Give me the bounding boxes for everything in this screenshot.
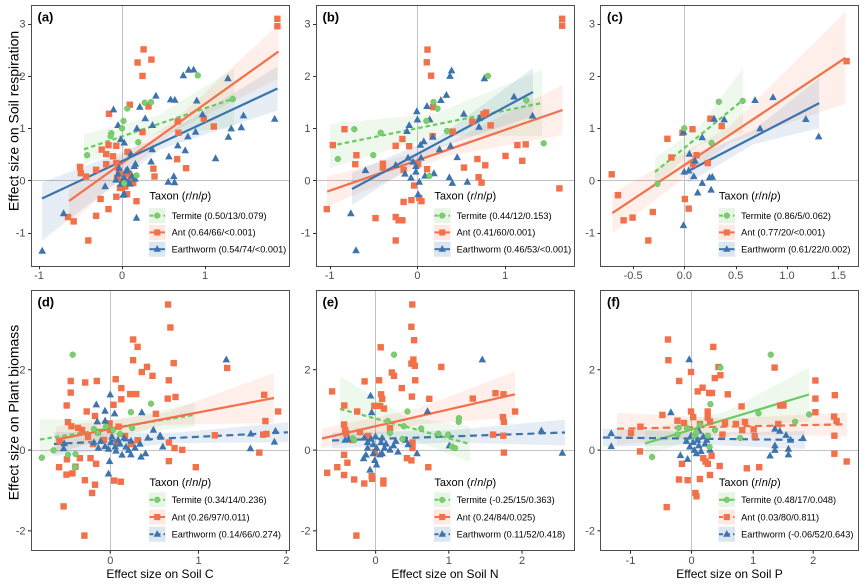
svg-text:Termite (0.34/14/0.236): Termite (0.34/14/0.236) [172,495,267,505]
svg-text:Earthworm (-0.06/52/0.643): Earthworm (-0.06/52/0.643) [741,530,853,540]
svg-text:Ant (0.64/66/<0.001): Ant (0.64/66/<0.001) [172,228,256,238]
svg-text:Taxon (r/n/p): Taxon (r/n/p) [149,477,211,489]
svg-text:(c): (c) [607,10,623,25]
svg-text:1: 1 [750,555,756,567]
svg-text:0.0: 0.0 [677,270,692,282]
svg-text:Effect size on Plant biomass: Effect size on Plant biomass [6,325,22,501]
svg-text:1: 1 [502,270,508,282]
svg-text:2: 2 [810,555,816,567]
svg-text:Taxon (r/n/p): Taxon (r/n/p) [434,191,496,203]
svg-text:Earthworm (0.61/22/0.002): Earthworm (0.61/22/0.002) [741,245,850,255]
svg-text:2: 2 [304,71,310,83]
svg-text:2: 2 [19,71,25,83]
svg-text:1: 1 [304,123,310,135]
svg-text:0: 0 [107,555,113,567]
svg-text:(f): (f) [607,295,620,310]
svg-text:Earthworm (0.11/52/0.418): Earthworm (0.11/52/0.418) [457,530,566,540]
svg-text:Ant (0.03/80/0.811): Ant (0.03/80/0.811) [741,512,819,522]
svg-text:Ant (0.41/60/0.001): Ant (0.41/60/0.001) [457,228,536,238]
svg-text:0: 0 [688,555,694,567]
svg-text:Termite (0.50/13/0.079): Termite (0.50/13/0.079) [172,211,267,221]
svg-text:Taxon (r/n/p): Taxon (r/n/p) [719,477,781,489]
svg-text:1: 1 [19,123,25,135]
svg-text:2: 2 [283,555,289,567]
svg-text:Taxon (r/n/p): Taxon (r/n/p) [719,191,781,203]
svg-text:0: 0 [373,555,379,567]
svg-text:-2: -2 [301,526,311,538]
svg-text:-1: -1 [16,228,26,240]
svg-text:2: 2 [519,555,525,567]
svg-text:3: 3 [589,19,595,31]
svg-text:3: 3 [19,19,25,31]
svg-text:-1: -1 [626,555,636,567]
svg-text:Ant (0.77/20/<0.001): Ant (0.77/20/<0.001) [741,228,825,238]
svg-text:Earthworm (0.46/53/<0.001): Earthworm (0.46/53/<0.001) [457,245,572,255]
svg-text:0: 0 [304,175,310,187]
svg-text:-0.5: -0.5 [624,270,643,282]
svg-text:-1: -1 [325,270,335,282]
svg-text:1: 1 [589,123,595,135]
svg-text:1.5: 1.5 [831,270,846,282]
svg-text:Ant (0.26/97/0.011): Ant (0.26/97/0.011) [172,512,250,522]
svg-text:0: 0 [589,175,595,187]
svg-text:0: 0 [589,445,595,457]
svg-text:-2: -2 [585,526,595,538]
svg-text:-2: -2 [16,526,26,538]
svg-text:1.0: 1.0 [779,270,794,282]
svg-text:(e): (e) [323,295,339,310]
svg-text:Effect size on Soil C: Effect size on Soil C [106,567,213,581]
svg-text:Termite (-0.25/15/0.363): Termite (-0.25/15/0.363) [457,495,555,505]
svg-text:3: 3 [304,19,310,31]
svg-text:Effect size on Soil respiratio: Effect size on Soil respiration [6,31,22,211]
svg-text:Termite (0.48/17/0.048): Termite (0.48/17/0.048) [741,495,836,505]
svg-text:-1: -1 [301,228,311,240]
svg-text:Taxon (r/n/p): Taxon (r/n/p) [434,477,496,489]
svg-text:2: 2 [19,365,25,377]
svg-text:(b): (b) [323,10,340,25]
svg-text:1: 1 [446,555,452,567]
svg-text:Termite (0.44/12/0.153): Termite (0.44/12/0.153) [457,211,552,221]
svg-text:Earthworm (0.54/74/<0.001): Earthworm (0.54/74/<0.001) [172,245,287,255]
svg-text:0: 0 [304,445,310,457]
svg-text:(a): (a) [38,10,54,25]
svg-text:0: 0 [19,175,25,187]
svg-text:-1: -1 [34,270,44,282]
svg-text:0.5: 0.5 [728,270,743,282]
svg-text:0: 0 [119,270,125,282]
svg-text:Termite (0.86/5/0.062): Termite (0.86/5/0.062) [741,211,831,221]
svg-text:Earthworm (0.14/66/0.274): Earthworm (0.14/66/0.274) [172,530,281,540]
svg-text:Effect size on Soil N: Effect size on Soil N [391,567,498,581]
svg-text:2: 2 [589,71,595,83]
svg-text:0: 0 [19,445,25,457]
svg-text:1: 1 [202,270,208,282]
svg-text:2: 2 [304,365,310,377]
svg-text:2: 2 [589,365,595,377]
svg-text:-1: -1 [585,228,595,240]
svg-text:0: 0 [414,270,420,282]
svg-text:(d): (d) [38,295,55,310]
svg-text:Ant (0.24/84/0.025): Ant (0.24/84/0.025) [457,512,536,522]
svg-text:1: 1 [195,555,201,567]
svg-text:Taxon (r/n/p): Taxon (r/n/p) [149,191,211,203]
svg-text:Effect size on Soil P: Effect size on Soil P [676,567,783,581]
